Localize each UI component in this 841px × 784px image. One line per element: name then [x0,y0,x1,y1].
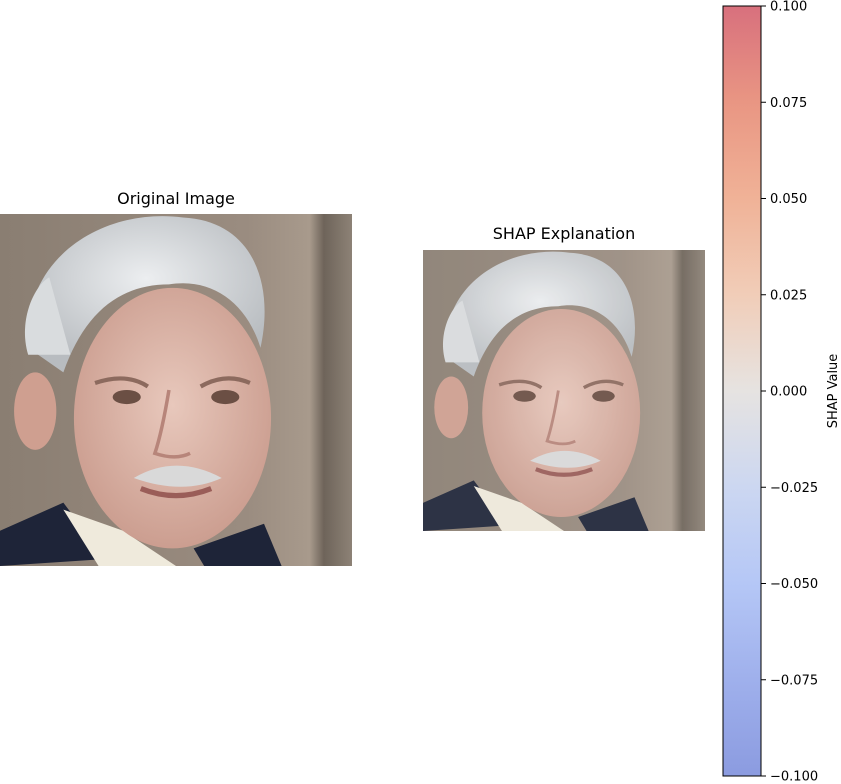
colorbar-tick-label: −0.025 [770,481,818,496]
colorbar-tick-label: −0.100 [770,770,818,784]
shap-explanation-image [423,250,705,531]
colorbar-tick-label: −0.050 [770,577,818,592]
colorbar: 0.100 0.075 0.050 0.025 0.000 −0.025 −0.050 −0.… [722,0,841,784]
shap-explanation-title: SHAP Explanation [492,224,636,243]
colorbar-tick-label: 0.025 [770,288,807,303]
colorbar-tick-label: 0.100 [770,0,807,15]
colorbar-label: SHAP Value [826,354,841,429]
colorbar-tick-label: 0.050 [770,192,807,207]
original-face-image [0,214,352,566]
colorbar-tick-label: 0.075 [770,96,807,111]
colorbar-tick-label: −0.075 [770,673,818,688]
colorbar-gradient [722,5,762,777]
original-image-title: Original Image [117,189,235,208]
colorbar-tick-label: 0.000 [770,385,807,400]
